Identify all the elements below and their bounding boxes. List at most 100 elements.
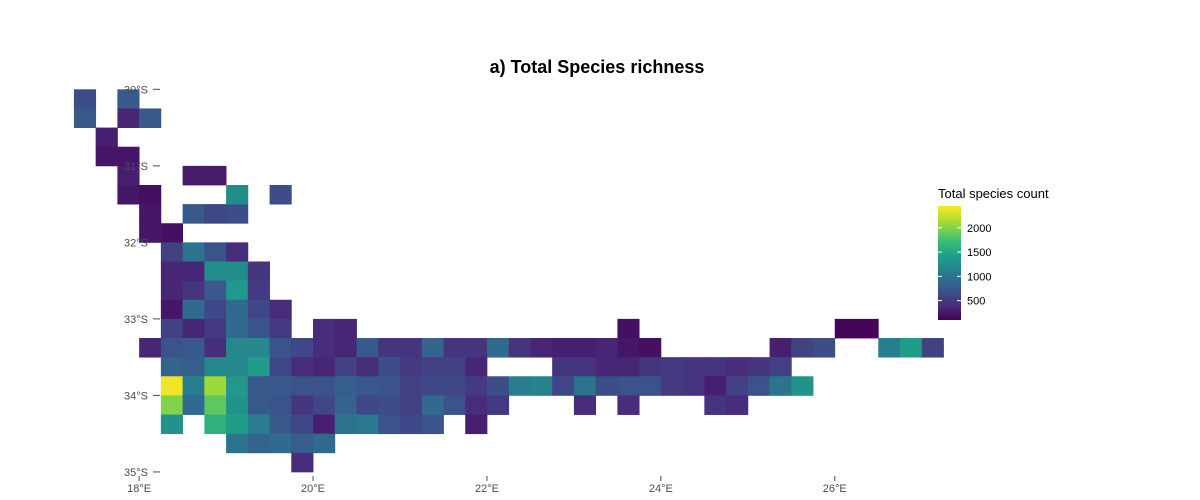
legend-tick-label: 500 — [967, 296, 985, 308]
grid-cell — [704, 395, 727, 415]
grid-cell — [291, 414, 314, 435]
grid-cell — [269, 357, 292, 377]
grid-cell — [313, 338, 336, 358]
grid-cell — [682, 376, 705, 396]
grid-cell — [204, 318, 227, 339]
grid-cell — [73, 108, 97, 128]
grid-cell — [226, 357, 249, 377]
grid-cell — [378, 395, 401, 415]
grid-cell — [313, 376, 336, 396]
grid-cell — [226, 280, 249, 301]
grid-cell — [139, 223, 162, 243]
grid-cell — [726, 357, 749, 377]
grid-cell — [160, 299, 184, 320]
grid-cell — [204, 242, 227, 262]
grid-cell — [639, 376, 662, 396]
grid-cell — [378, 357, 401, 377]
grid-cell — [160, 261, 184, 282]
grid-cell — [443, 376, 466, 396]
grid-cell — [269, 184, 292, 205]
grid-cell — [247, 357, 270, 377]
grid-cell — [334, 395, 357, 415]
grid-cell — [313, 414, 336, 435]
grid-cell — [313, 318, 336, 339]
latitude-axis: 30°S 31°S 32°S 33°S 34°S 35°S — [124, 84, 160, 479]
lon-tick-label: 24°E — [649, 483, 673, 495]
grid-cell — [769, 376, 792, 396]
grid-cell — [204, 395, 227, 415]
grid-cell — [508, 376, 531, 396]
grid-cell — [247, 414, 270, 435]
grid-cell — [247, 376, 270, 396]
grid-cell — [356, 357, 379, 377]
grid-cell — [204, 261, 227, 282]
legend-colorbar — [938, 206, 961, 320]
grid-cell — [465, 395, 488, 415]
lat-tick-label: 33°S — [124, 314, 148, 326]
grid-cell — [639, 357, 662, 377]
grid-cell — [747, 376, 770, 396]
grid-cell — [791, 338, 814, 358]
grid-cell — [595, 376, 618, 396]
grid-cell — [247, 299, 270, 320]
grid-cell — [226, 433, 249, 454]
grid-cell — [813, 338, 836, 358]
grid-cell — [291, 452, 314, 473]
grid-cell — [921, 338, 944, 358]
grid-cell — [204, 338, 227, 358]
grid-cell — [117, 108, 140, 128]
grid-cell — [247, 395, 270, 415]
grid-cell — [726, 395, 749, 415]
grid-cell — [182, 318, 205, 339]
grid-cell — [226, 204, 249, 224]
grid-cell — [400, 357, 423, 377]
legend-tick-label: 1000 — [967, 271, 991, 283]
grid-cell — [247, 318, 270, 339]
grid-cell — [660, 357, 684, 377]
grid-cell — [900, 338, 923, 358]
grid-cell — [139, 108, 162, 128]
grid-cell — [486, 376, 510, 396]
grid-cell — [182, 338, 205, 358]
grid-cell — [204, 376, 227, 396]
legend-ticks: 500 1000 1500 2000 — [938, 223, 991, 308]
map-title: a) Total Species richness — [490, 57, 705, 77]
grid-cell — [247, 280, 270, 301]
grid-cell — [313, 433, 336, 454]
lon-tick-label: 26°E — [823, 483, 847, 495]
grid-cell — [291, 338, 314, 358]
grid-cell — [204, 414, 227, 435]
grid-cell — [400, 376, 423, 396]
grid-cell — [139, 338, 162, 358]
grid-cell — [182, 280, 205, 301]
grid-cell — [421, 414, 444, 435]
grid-cell — [334, 338, 357, 358]
grid-cell — [595, 338, 618, 358]
grid-cell — [704, 376, 727, 396]
grid-cell — [378, 338, 401, 358]
grid-cell — [617, 318, 640, 339]
grid-cell — [552, 376, 575, 396]
lon-tick-label: 22°E — [475, 483, 499, 495]
grid-cell — [226, 395, 249, 415]
longitude-axis: 18°E 20°E 22°E 24°E 26°E — [127, 476, 847, 495]
grid-cell — [465, 357, 488, 377]
grid-cell — [117, 165, 140, 186]
grid-cell — [682, 357, 705, 377]
grid-cell — [421, 338, 444, 358]
grid-cell — [486, 395, 510, 415]
grid-cell — [769, 338, 792, 358]
grid-cell — [226, 299, 249, 320]
grid-cell — [704, 357, 727, 377]
grid-cell — [73, 89, 97, 109]
grid-cell — [530, 376, 553, 396]
grid-cell — [160, 414, 184, 435]
grid-cell — [160, 376, 184, 396]
grid-cell — [160, 338, 184, 358]
grid-cell — [791, 376, 814, 396]
grid-cell — [465, 376, 488, 396]
grid-cell — [486, 338, 510, 358]
grid-cell — [334, 357, 357, 377]
grid-cell — [182, 204, 205, 224]
